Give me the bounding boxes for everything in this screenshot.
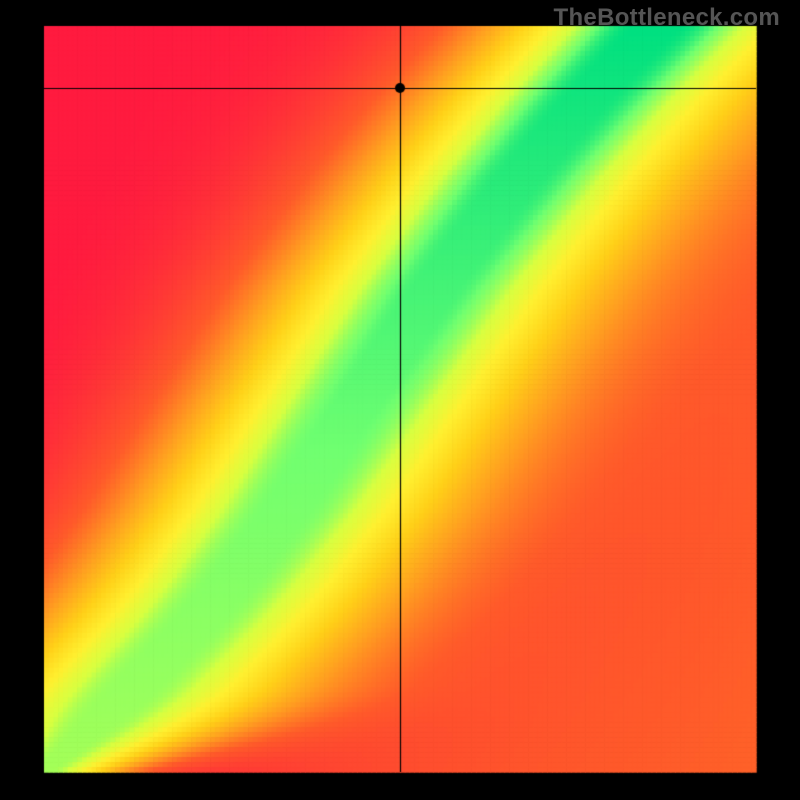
watermark-text: TheBottleneck.com	[554, 4, 780, 32]
chart-container: TheBottleneck.com	[0, 0, 800, 800]
heatmap-canvas	[0, 0, 800, 800]
